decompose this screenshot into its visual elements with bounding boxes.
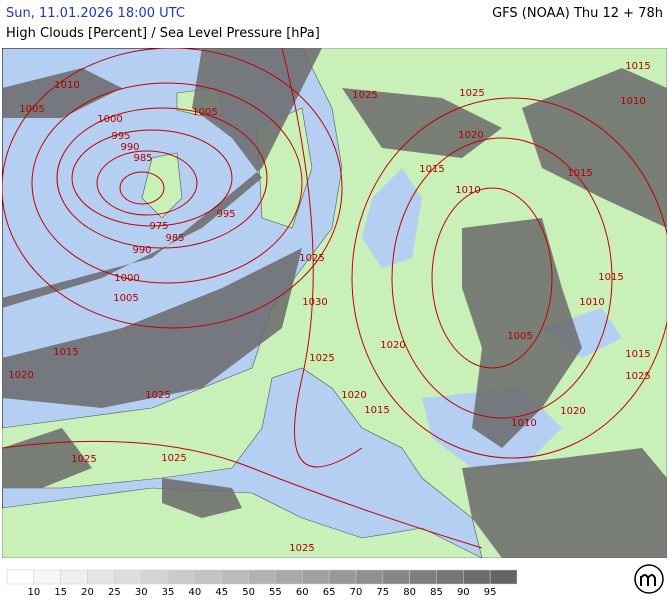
isobar-label: 1015 <box>419 164 444 175</box>
isobar-label: 1015 <box>567 168 592 179</box>
isobar-label: 1025 <box>71 454 96 465</box>
legend-swatch <box>302 569 330 585</box>
legend-label: 60 <box>296 587 309 598</box>
isobar-label: 1020 <box>8 370 33 381</box>
legend-swatch <box>409 569 437 585</box>
isobar-label: 1020 <box>458 130 483 141</box>
legend-swatch <box>140 569 169 585</box>
legend-label: 35 <box>162 587 175 598</box>
isobar-label: 1025 <box>459 88 484 99</box>
legend-label: 10 <box>27 587 40 598</box>
legend-label: 85 <box>430 587 443 598</box>
isobar-label: 1010 <box>455 185 480 196</box>
high-clouds <box>2 48 667 558</box>
isobar-label: 1005 <box>113 293 138 304</box>
legend-label: 45 <box>215 587 228 598</box>
isobar-label: 1015 <box>53 347 78 358</box>
legend-swatch <box>436 569 464 585</box>
isobar-label: 990 <box>120 142 139 153</box>
isobar-label: 1030 <box>302 297 327 308</box>
legend-label: 55 <box>269 587 282 598</box>
isobar-label: 995 <box>111 131 130 142</box>
legend-swatch <box>33 569 61 585</box>
isobar-label: 1010 <box>54 80 79 91</box>
legend-swatch <box>6 569 35 585</box>
legend-label: 40 <box>189 587 202 598</box>
isobar-label: 1010 <box>511 418 536 429</box>
isobar-label: 1010 <box>579 297 604 308</box>
valid-time: Sun, 11.01.2026 18:00 UTC <box>6 6 185 21</box>
legend-label: 75 <box>376 587 389 598</box>
isobar-label: 1005 <box>507 331 532 342</box>
isobar-label: 995 <box>216 209 235 220</box>
legend-swatch <box>248 569 276 585</box>
legend-label: 70 <box>350 587 363 598</box>
isobar-label: 1010 <box>620 96 645 107</box>
legend-label: 95 <box>484 587 497 598</box>
isobar-label: 1020 <box>341 390 366 401</box>
isobar-label: 975 <box>149 221 168 232</box>
legend-swatch <box>167 569 196 585</box>
legend-swatch <box>221 569 249 585</box>
legend-swatch <box>463 569 491 585</box>
legend-swatch <box>87 569 115 585</box>
isobar-labels: 1010100510009959909859759859959901000100… <box>8 61 650 554</box>
isobar-label: 1025 <box>309 353 334 364</box>
legend-label: 80 <box>403 587 416 598</box>
isobar-label: 1025 <box>289 543 314 554</box>
isobar-label: 1000 <box>97 114 122 125</box>
isobar-label: 990 <box>132 245 151 256</box>
legend-label: 30 <box>135 587 148 598</box>
legend-swatch <box>194 569 222 585</box>
isobar-label: 1025 <box>352 90 377 101</box>
isobar-label: 985 <box>165 233 184 244</box>
legend-label: 15 <box>54 587 67 598</box>
isobar-label: 1025 <box>145 390 170 401</box>
legend-swatch <box>328 569 357 585</box>
legend-swatch <box>382 569 410 585</box>
legend-swatch <box>60 569 88 585</box>
isobar-label: 1020 <box>560 406 585 417</box>
legend-label: 25 <box>108 587 121 598</box>
legend-label: 20 <box>81 587 94 598</box>
isobar-label: 1015 <box>364 405 389 416</box>
legend-label: 50 <box>242 587 255 598</box>
isobar-label: 1025 <box>161 453 186 464</box>
isobar-label: 1005 <box>19 104 44 115</box>
isobar-label: 1025 <box>299 253 324 264</box>
isobar-label: 1005 <box>192 107 217 118</box>
legend-swatch <box>275 569 303 585</box>
legend-label: 65 <box>323 587 336 598</box>
subtitle: High Clouds [Percent] / Sea Level Pressu… <box>6 26 320 41</box>
isobar-label: 1025 <box>625 371 650 382</box>
isobar-label: 1020 <box>380 340 405 351</box>
logo <box>634 564 664 594</box>
map: 1010100510009959909859759859959901000100… <box>2 48 667 558</box>
isobar-label: 985 <box>133 153 152 164</box>
isobar-label: 1015 <box>625 349 650 360</box>
model-run: GFS (NOAA) Thu 12 + 78h <box>492 6 663 21</box>
legend-swatch <box>114 569 142 585</box>
legend-swatch <box>489 569 518 585</box>
isobar-label: 1000 <box>114 273 139 284</box>
legend: 10 15 20 25 30 35 40 45 50 55 60 65 70 75 80 85 90 95 <box>6 564 664 598</box>
isobar-label: 1015 <box>625 61 650 72</box>
legend-swatch <box>355 569 384 585</box>
isobar-label: 1015 <box>598 272 623 283</box>
isobars <box>2 48 667 549</box>
legend-label: 90 <box>457 587 470 598</box>
